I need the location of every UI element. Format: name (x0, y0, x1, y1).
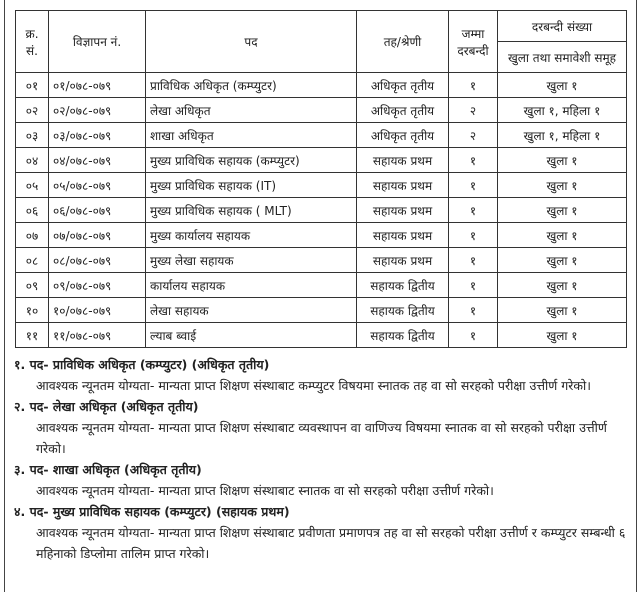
cell-total: १ (448, 247, 498, 273)
cell-level: सहायक द्वितीय (356, 297, 449, 323)
table-row: ०४ ०४/०७८-०७९ मुख्य प्राविधिक सहायक (कम्प्… (15, 147, 627, 173)
cell-ad-no: ०७/०७८-०७९ (48, 222, 146, 248)
note-title: ४. पद- मुख्य प्राविधिक सहायक (कम्प्युटर)… (14, 504, 290, 519)
note-title: ३. पद- शाखा अधिकृत (अधिकृत तृतीय) (14, 462, 202, 477)
header-quota: दरबन्दी संख्या (497, 10, 627, 42)
cell-sn: ०४ (15, 147, 49, 173)
cell-quota: खुला १ (497, 247, 627, 273)
cell-total: १ (448, 197, 498, 223)
table-row: ०७ ०७/०७८-०७९ मुख्य कार्यालय सहायक सहायक प्… (15, 222, 627, 248)
header-ad-no: विज्ञापन नं. (48, 10, 146, 73)
cell-total: २ (448, 122, 498, 148)
cell-post: लेखा अधिकृत (145, 97, 357, 123)
table-row: १० १०/०७८-०७९ लेखा सहायक सहायक द्वितीय १ खुला… (15, 297, 627, 323)
note-text: आवश्यक न्यूनतम योग्यता- मान्यता प्राप्त … (36, 483, 494, 498)
note-text: आवश्यक न्यूनतम योग्यता- मान्यता प्राप्त … (36, 525, 626, 561)
cell-ad-no: ०८/०७८-०७९ (48, 247, 146, 273)
cell-total: १ (448, 147, 498, 173)
cell-ad-no: ०२/०७८-०७९ (48, 97, 146, 123)
cell-post: मुख्य प्राविधिक सहायक ( MLT) (145, 197, 357, 223)
cell-sn: ०६ (15, 197, 49, 223)
cell-level: सहायक प्रथम (356, 147, 449, 173)
table-row: ०१ ०१/०७८-०७९ प्राविधिक अधिकृत (कम्प्युटर)… (15, 72, 627, 98)
cell-total: १ (448, 222, 498, 248)
table-row: ०३ ०३/०७८-०७९ शाखा अधिकृत अधिकृत तृतीय २ खुला… (15, 122, 627, 148)
cell-ad-no: ०५/०७८-०७९ (48, 172, 146, 198)
qualification-notes: १. पद- प्राविधिक अधिकृत (कम्प्युटर) (अधि… (14, 354, 629, 564)
header-post: पद (145, 10, 357, 73)
cell-quota: खुला १ (497, 72, 627, 98)
header-total: जम्मा दरबन्दी (448, 10, 498, 73)
cell-total: १ (448, 72, 498, 98)
cell-sn: ०७ (15, 222, 49, 248)
cell-sn: ०३ (15, 122, 49, 148)
cell-post: कार्यालय सहायक (145, 272, 357, 298)
cell-level: अधिकृत तृतीय (356, 97, 449, 123)
cell-post: मुख्य लेखा सहायक (145, 247, 357, 273)
cell-total: १ (448, 297, 498, 323)
cell-quota: खुला १ (497, 197, 627, 223)
cell-level: सहायक द्वितीय (356, 322, 449, 348)
cell-sn: ११ (15, 322, 49, 348)
cell-post: शाखा अधिकृत (145, 122, 357, 148)
table-row: ०५ ०५/०७८-०७९ मुख्य प्राविधिक सहायक (IT) सह… (15, 172, 627, 198)
cell-quota: खुला १ (497, 322, 627, 348)
cell-total: १ (448, 172, 498, 198)
cell-quota: खुला १, महिला १ (497, 97, 627, 123)
cell-sn: ०१ (15, 72, 49, 98)
cell-sn: ०८ (15, 247, 49, 273)
cell-quota: खुला १ (497, 172, 627, 198)
table-row: ०६ ०६/०७८-०७९ मुख्य प्राविधिक सहायक ( MLT)… (15, 197, 627, 223)
cell-level: अधिकृत तृतीय (356, 122, 449, 148)
cell-post: मुख्य प्राविधिक सहायक (IT) (145, 172, 357, 198)
cell-ad-no: ११/०७८-०७९ (48, 322, 146, 348)
cell-sn: १० (15, 297, 49, 323)
vacancy-table: क्र. सं. विज्ञापन नं. पद तह/श्रेणी जम्मा… (15, 10, 627, 348)
cell-level: अधिकृत तृतीय (356, 72, 449, 98)
note-title: २. पद- लेखा अधिकृत (अधिकृत तृतीय) (14, 399, 199, 414)
cell-sn: ०२ (15, 97, 49, 123)
cell-total: १ (448, 322, 498, 348)
cell-ad-no: ०३/०७८-०७९ (48, 122, 146, 148)
table-row: ०२ ०२/०७८-०७९ लेखा अधिकृत अधिकृत तृतीय २ खुला… (15, 97, 627, 123)
header-sn: क्र. सं. (15, 10, 49, 73)
cell-ad-no: ०४/०७८-०७९ (48, 147, 146, 173)
cell-total: १ (448, 272, 498, 298)
table-row: ०९ ०९/०७८-०७९ कार्यालय सहायक सहायक द्वितीय १… (15, 272, 627, 298)
cell-post: मुख्य कार्यालय सहायक (145, 222, 357, 248)
cell-level: सहायक प्रथम (356, 172, 449, 198)
cell-level: सहायक प्रथम (356, 222, 449, 248)
table-row: ०८ ०८/०७८-०७९ मुख्य लेखा सहायक सहायक प्रथम १… (15, 247, 627, 273)
cell-post: प्राविधिक अधिकृत (कम्प्युटर) (145, 72, 357, 98)
cell-post: ल्याब ब्वाई (145, 322, 357, 348)
table-row: ११ ११/०७८-०७९ ल्याब ब्वाई सहायक द्वितीय १ खुल… (15, 322, 627, 348)
page-frame (4, 0, 637, 592)
cell-level: सहायक प्रथम (356, 197, 449, 223)
cell-level: सहायक प्रथम (356, 247, 449, 273)
cell-ad-no: ०९/०७८-०७९ (48, 272, 146, 298)
header-quota-sub: खुला तथा समावेशी समूह (497, 41, 627, 73)
cell-ad-no: ०६/०७८-०७९ (48, 197, 146, 223)
cell-level: सहायक द्वितीय (356, 272, 449, 298)
header-level: तह/श्रेणी (356, 10, 449, 73)
cell-ad-no: ०१/०७८-०७९ (48, 72, 146, 98)
cell-quota: खुला १, महिला १ (497, 122, 627, 148)
cell-quota: खुला १ (497, 222, 627, 248)
cell-ad-no: १०/०७८-०७९ (48, 297, 146, 323)
cell-sn: ०५ (15, 172, 49, 198)
note-text: आवश्यक न्यूनतम योग्यता- मान्यता प्राप्त … (36, 378, 591, 393)
cell-total: २ (448, 97, 498, 123)
cell-quota: खुला १ (497, 147, 627, 173)
note-text: आवश्यक न्यूनतम योग्यता- मान्यता प्राप्त … (36, 420, 607, 456)
cell-quota: खुला १ (497, 272, 627, 298)
cell-post: लेखा सहायक (145, 297, 357, 323)
cell-post: मुख्य प्राविधिक सहायक (कम्प्युटर) (145, 147, 357, 173)
cell-quota: खुला १ (497, 297, 627, 323)
note-title: १. पद- प्राविधिक अधिकृत (कम्प्युटर) (अधि… (14, 357, 270, 372)
cell-sn: ०९ (15, 272, 49, 298)
